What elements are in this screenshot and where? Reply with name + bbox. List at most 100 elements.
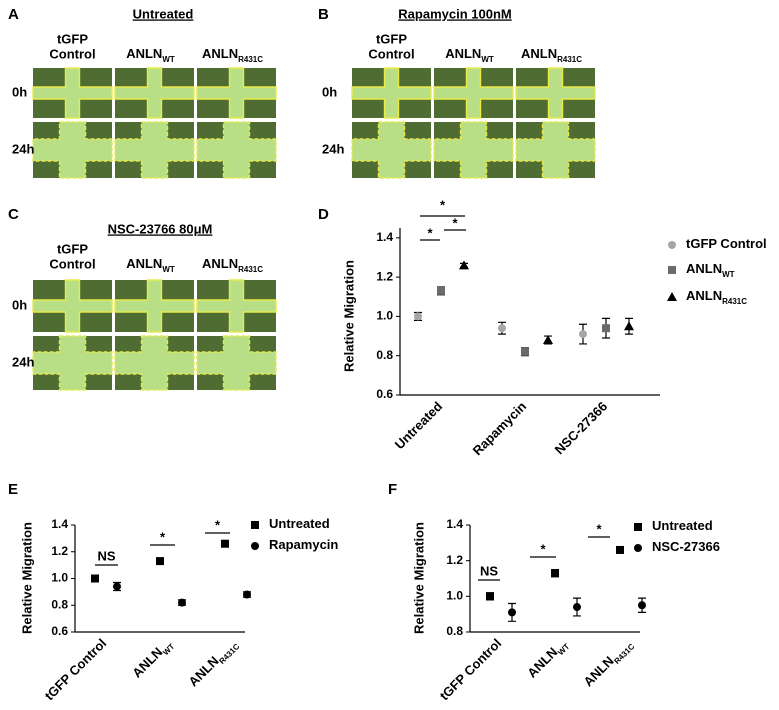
scratch-area bbox=[433, 121, 514, 179]
column-label-base: ANLN bbox=[521, 46, 557, 61]
legend-label-base: NSC-27366 bbox=[652, 539, 720, 554]
marker bbox=[638, 601, 646, 610]
row-label: 0h bbox=[322, 84, 337, 99]
column-label: ANLNWT bbox=[445, 46, 494, 63]
significance-label: * bbox=[215, 517, 221, 532]
marker bbox=[616, 545, 624, 554]
x-tick-label: Rapamycin bbox=[470, 399, 530, 459]
significance-label: NS bbox=[480, 563, 498, 578]
x-tick-label-base: tGFP Control bbox=[42, 636, 110, 704]
scratch-area bbox=[114, 335, 195, 391]
x-tick-label-base: tGFP Control bbox=[437, 636, 505, 704]
x-tick-label: tGFP Control bbox=[437, 636, 505, 704]
scratch-area bbox=[114, 279, 195, 333]
column-label: tGFP bbox=[57, 31, 88, 46]
x-tick-label: NSC-27366 bbox=[552, 399, 611, 458]
column-label-base: ANLN bbox=[445, 46, 481, 61]
marker bbox=[251, 542, 259, 550]
scratch-area bbox=[196, 279, 277, 333]
x-tick-label-base: Rapamycin bbox=[470, 399, 530, 459]
scratch-area bbox=[196, 335, 277, 391]
legend-label: Rapamycin bbox=[269, 537, 338, 552]
panel-title: Untreated bbox=[133, 6, 194, 21]
x-tick-label-sub: R431C bbox=[217, 642, 241, 666]
column-label: ANLNR431C bbox=[521, 46, 582, 63]
marker bbox=[91, 574, 99, 583]
column-label-base: ANLN bbox=[202, 256, 238, 271]
column-label-base: ANLN bbox=[126, 256, 162, 271]
x-tick-label-base: NSC-27366 bbox=[552, 399, 611, 458]
marker bbox=[113, 582, 121, 591]
column-label-sub: R431C bbox=[238, 55, 263, 64]
x-tick-label: ANLNR431C bbox=[186, 636, 241, 691]
legend-label: tGFP Control bbox=[686, 236, 767, 251]
panel-letter: F bbox=[388, 481, 397, 498]
row-label: 0h bbox=[12, 84, 27, 99]
y-tick-label: 0.6 bbox=[376, 387, 393, 401]
y-tick-label: 1.2 bbox=[446, 553, 463, 567]
column-label: tGFP bbox=[57, 241, 88, 256]
y-tick-label: 1.0 bbox=[446, 589, 463, 603]
column-label: Control bbox=[49, 46, 95, 61]
panel-title: Rapamycin 100nM bbox=[398, 6, 511, 21]
marker bbox=[668, 241, 676, 249]
legend-label: ANLNR431C bbox=[686, 288, 747, 305]
legend-label-base: Untreated bbox=[269, 516, 330, 531]
marker bbox=[634, 523, 642, 531]
scratch-area bbox=[32, 67, 113, 119]
y-tick-label: 0.8 bbox=[376, 348, 393, 362]
marker bbox=[668, 266, 676, 274]
legend-label-base: Rapamycin bbox=[269, 537, 338, 552]
panel-letter: C bbox=[8, 206, 19, 223]
significance-label: * bbox=[440, 197, 446, 212]
marker bbox=[521, 347, 529, 356]
scratch-area bbox=[351, 67, 432, 119]
x-tick-label: ANLNWT bbox=[525, 636, 572, 683]
legend-label-sub: R431C bbox=[722, 297, 747, 306]
column-label-base: ANLN bbox=[126, 46, 162, 61]
significance-label: * bbox=[160, 529, 166, 544]
marker bbox=[667, 292, 677, 301]
significance-label: NS bbox=[97, 548, 115, 563]
x-tick-label: tGFP Control bbox=[42, 636, 110, 704]
panel-letter: A bbox=[8, 6, 19, 23]
panel-letter: D bbox=[318, 206, 329, 223]
significance-label: * bbox=[540, 541, 546, 556]
column-label: ANLNWT bbox=[126, 256, 175, 273]
y-tick-label: 1.0 bbox=[376, 309, 393, 323]
y-axis-label: Relative Migration bbox=[341, 260, 356, 372]
legend-label-base: ANLN bbox=[686, 288, 722, 303]
legend-label-base: tGFP Control bbox=[686, 236, 767, 251]
legend-label: Untreated bbox=[269, 516, 330, 531]
marker bbox=[579, 330, 587, 339]
marker bbox=[543, 334, 553, 344]
y-tick-label: 1.4 bbox=[446, 517, 463, 531]
marker bbox=[459, 260, 469, 270]
y-tick-label: 1.4 bbox=[51, 517, 68, 531]
row-label: 24h bbox=[12, 141, 34, 156]
y-tick-label: 0.6 bbox=[51, 624, 68, 638]
scratch-area bbox=[114, 121, 195, 179]
scratch-area bbox=[32, 335, 113, 391]
column-label: ANLNWT bbox=[126, 46, 175, 63]
scratch-area bbox=[196, 67, 277, 119]
significance-label: * bbox=[452, 215, 458, 230]
y-tick-label: 1.0 bbox=[51, 571, 68, 585]
marker bbox=[602, 324, 610, 333]
marker bbox=[437, 286, 445, 295]
row-label: 0h bbox=[12, 297, 27, 312]
column-label-sub: R431C bbox=[557, 55, 582, 64]
x-tick-label: ANLNWT bbox=[130, 636, 177, 683]
legend-label-base: ANLN bbox=[686, 261, 722, 276]
scratch-area bbox=[351, 121, 432, 179]
scratch-area bbox=[515, 67, 596, 119]
marker bbox=[573, 603, 581, 612]
scratch-area bbox=[32, 279, 113, 333]
marker bbox=[178, 598, 186, 607]
column-label-sub: WT bbox=[162, 265, 175, 274]
y-tick-label: 0.8 bbox=[51, 597, 68, 611]
row-label: 24h bbox=[12, 354, 34, 369]
marker bbox=[414, 312, 422, 321]
